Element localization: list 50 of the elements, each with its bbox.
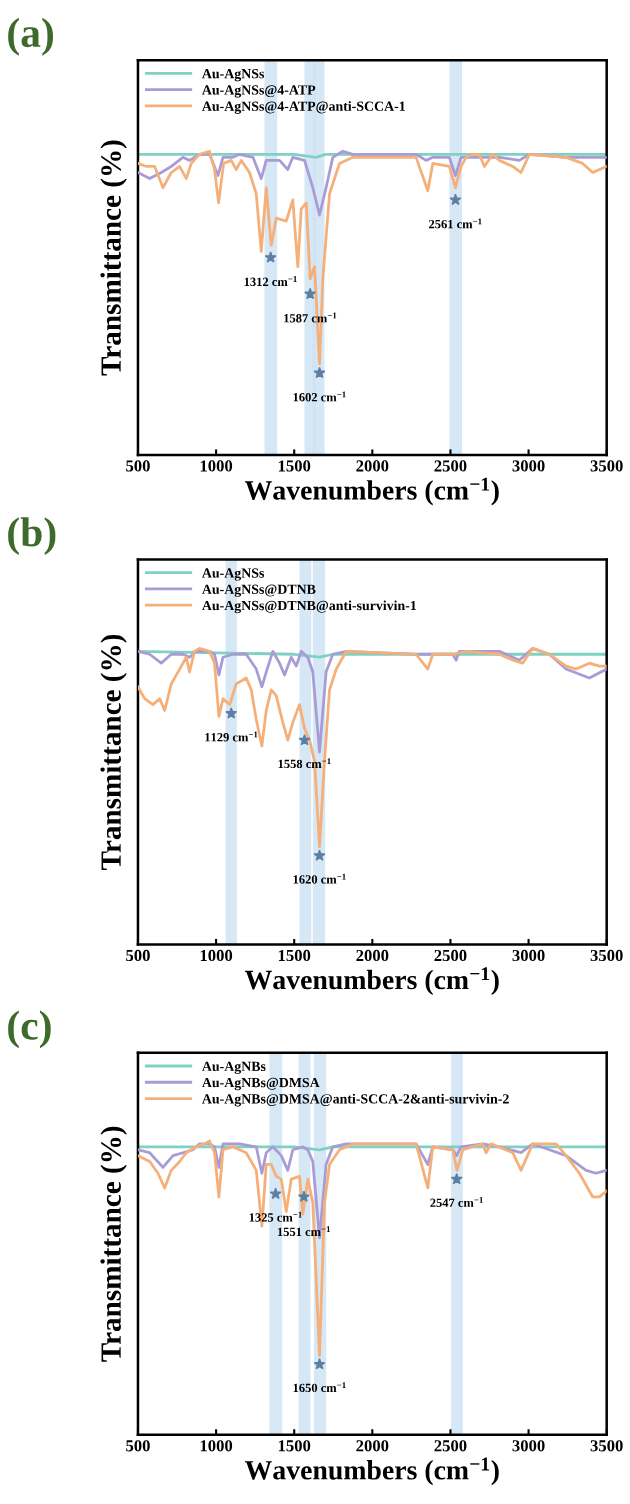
legend-label: Au-AgNSs@DTNB@anti-survivin-1: [202, 600, 417, 614]
x-tick-label: 500: [126, 949, 150, 962]
annotation: 1129 cm$^{−1}$: [205, 731, 258, 742]
y-axis-title: Transmittance (%): [100, 1126, 127, 1362]
x-tick-label: 500: [126, 460, 150, 472]
annotation: 2561 cm$^{−1}$: [429, 218, 482, 229]
legend-label: Au-AgNSs@4-ATP: [202, 85, 316, 98]
x-tick-label: 3500: [590, 460, 623, 472]
y-axis-title: Transmittance (%): [100, 140, 127, 376]
x-tick-label: 3000: [512, 1440, 545, 1452]
y-axis-title: Transmittance (%): [100, 634, 127, 870]
x-tick-label: 1500: [278, 1440, 311, 1452]
annotation: 1650 cm$^{−1}$: [293, 1382, 346, 1393]
x-tick-label: 2000: [356, 1440, 389, 1452]
chart-title: (a): [8, 17, 54, 56]
chart-title: (c): [8, 1010, 51, 1049]
legend-label: Au-AgNSs: [202, 69, 265, 82]
legend-label: Au-AgNSs: [202, 568, 265, 581]
annotation: 1312 cm$^{−1}$: [244, 276, 297, 287]
legend-label: Au-AgNBs@DMSA: [202, 1077, 320, 1091]
annotation: 1620 cm$^{−1}$: [293, 873, 346, 884]
annotation: 2547 cm$^{−1}$: [430, 1197, 483, 1207]
legend-label: Au-AgNSs@4-ATP@anti-SCCA-1: [202, 101, 405, 114]
x-tick-label: 1500: [278, 460, 311, 472]
x-tick-label: 1000: [200, 1440, 233, 1452]
x-tick-label: 1000: [200, 949, 233, 962]
legend-label: Au-AgNBs: [202, 1061, 266, 1074]
x-axis-title: Wavenumbers (cm$^{−1}$): [244, 967, 499, 995]
chart-title: (b): [8, 517, 56, 555]
annotation: 1558 cm$^{−1}$: [278, 758, 331, 769]
x-tick-label: 500: [126, 1440, 150, 1452]
x-tick-label: 3500: [590, 1440, 623, 1452]
annotation: 1325 cm$^{−1}$: [249, 1211, 302, 1222]
x-tick-label: 2500: [434, 460, 467, 472]
annotation: 1602 cm$^{−1}$: [293, 391, 346, 402]
annotation: 1587 cm$^{−1}$: [284, 312, 337, 323]
x-axis-title: Wavenumbers (cm$^{−1}$): [244, 1457, 499, 1486]
x-tick-label: 2500: [434, 949, 467, 962]
legend-label: Au-AgNBs@DMSA@anti-SCCA-2&anti-survivin-2: [202, 1093, 509, 1107]
x-axis-title: Wavenumbers (cm$^{−1}$): [244, 477, 499, 506]
x-tick-label: 2500: [434, 1440, 467, 1452]
x-tick-label: 1500: [278, 949, 311, 962]
annotation: 1551 cm$^{−1}$: [277, 1226, 331, 1237]
x-tick-label: 3500: [590, 949, 623, 962]
x-tick-label: 2000: [356, 460, 389, 472]
x-tick-label: 2000: [356, 949, 389, 962]
x-tick-label: 1000: [200, 460, 233, 472]
legend-label: Au-AgNSs@DTNB: [202, 584, 316, 597]
x-tick-label: 3000: [512, 460, 545, 472]
x-tick-label: 3000: [512, 949, 545, 962]
